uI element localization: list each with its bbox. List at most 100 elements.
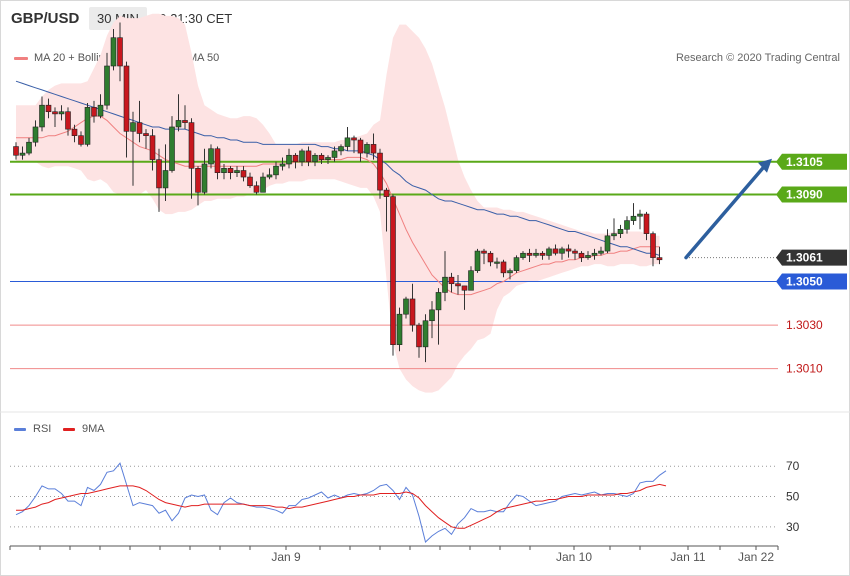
candle-body xyxy=(240,170,247,178)
price-label-1.3030: 1.3030 xyxy=(786,318,823,332)
candle xyxy=(624,216,630,234)
candle xyxy=(435,288,442,345)
candle-body xyxy=(370,144,377,154)
candle-body xyxy=(494,261,500,264)
candle-body xyxy=(455,283,461,287)
candle-body xyxy=(162,170,169,189)
candle xyxy=(253,181,260,195)
candle-body xyxy=(390,196,396,345)
candle xyxy=(409,283,416,332)
candle xyxy=(312,153,318,167)
candle xyxy=(507,268,513,280)
candle-body xyxy=(513,257,520,271)
candle xyxy=(455,275,461,295)
candle-body xyxy=(279,163,286,167)
candle xyxy=(39,96,45,132)
candle-body xyxy=(643,213,650,234)
candle xyxy=(474,248,481,273)
x-tick-label: Jan 11 xyxy=(670,550,705,564)
candle-body xyxy=(396,313,403,345)
candle-body xyxy=(442,276,448,293)
candle xyxy=(325,155,331,164)
candle xyxy=(565,244,572,258)
candle-body xyxy=(201,163,208,193)
candle-body xyxy=(39,104,45,128)
candle xyxy=(468,266,474,291)
price-tag-text-1.3050: 1.3050 xyxy=(786,275,823,289)
rsi-swatch xyxy=(14,427,26,431)
candle xyxy=(266,168,273,180)
candle xyxy=(19,146,26,160)
candle-body xyxy=(182,120,188,123)
candle-body xyxy=(526,252,533,256)
candle xyxy=(656,246,663,265)
candle-body xyxy=(481,250,487,254)
9ma-legend-label: 9MA xyxy=(82,423,105,435)
price-tag-text-1.3061: 1.3061 xyxy=(786,251,823,265)
candle xyxy=(136,100,143,143)
candle-body xyxy=(429,309,435,322)
candle-body xyxy=(78,135,84,145)
candle xyxy=(234,166,240,178)
candle xyxy=(526,248,533,262)
candle-body xyxy=(143,133,149,136)
candle-body xyxy=(637,213,643,217)
rsi-tick-label: 50 xyxy=(786,490,800,504)
projection-arrow-head xyxy=(758,158,772,173)
price-tag-1.3090 xyxy=(776,186,847,203)
candle-body xyxy=(318,154,325,160)
candle-body xyxy=(338,146,344,152)
candle xyxy=(71,124,78,143)
candle-body xyxy=(357,139,364,154)
price-tag-1.3105 xyxy=(776,153,847,170)
candle xyxy=(396,307,403,352)
candle xyxy=(104,52,110,110)
candle-body xyxy=(104,65,110,106)
candle xyxy=(559,246,565,260)
candle xyxy=(383,187,390,232)
candle xyxy=(214,146,221,180)
candle-body xyxy=(468,270,474,291)
ma50-legend-label: MA 50 xyxy=(188,52,220,64)
x-tick-label: Jan 9 xyxy=(271,550,301,564)
candle xyxy=(208,144,214,169)
candle-body xyxy=(149,135,156,160)
candle xyxy=(305,146,312,167)
candle xyxy=(240,166,247,182)
candle-body xyxy=(539,252,546,256)
candle xyxy=(156,148,162,212)
rsi-line xyxy=(15,462,667,543)
candle-body xyxy=(656,257,663,261)
candle-body xyxy=(572,250,578,254)
candle xyxy=(273,161,279,180)
candle xyxy=(591,248,598,260)
candle-body xyxy=(416,324,422,348)
candle xyxy=(26,137,32,156)
candle-body xyxy=(208,148,214,165)
candle xyxy=(130,111,136,186)
candle-body xyxy=(533,252,539,256)
candle-body xyxy=(377,152,383,191)
candle xyxy=(552,244,559,256)
candle xyxy=(546,246,552,260)
candle xyxy=(175,94,182,132)
candle-body xyxy=(383,189,390,197)
candle-body xyxy=(461,285,468,291)
candle xyxy=(149,129,156,171)
candle xyxy=(45,98,52,119)
candle xyxy=(422,314,429,363)
candle-body xyxy=(273,165,279,176)
candle xyxy=(247,172,253,188)
candle xyxy=(370,133,377,160)
candle-body xyxy=(435,292,442,311)
price-tag-1.3050 xyxy=(776,273,847,290)
candle-body xyxy=(312,154,318,163)
candle-body xyxy=(26,141,32,154)
candle-body xyxy=(520,252,526,258)
candle xyxy=(533,248,539,258)
candle xyxy=(487,251,494,267)
ma50-line xyxy=(15,80,660,256)
candle xyxy=(650,231,656,267)
candle-body xyxy=(175,120,182,128)
